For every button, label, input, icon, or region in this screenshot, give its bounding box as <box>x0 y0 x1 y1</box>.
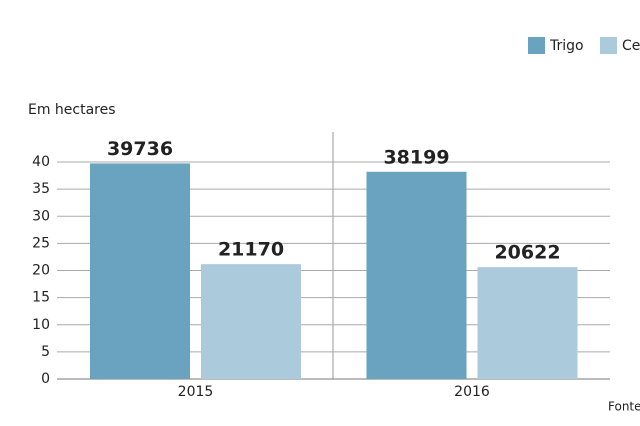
subtitle: Em hectares <box>28 102 116 118</box>
y-tick-label: 30 <box>32 208 50 224</box>
bar <box>366 171 467 379</box>
y-tick-label: 15 <box>32 290 50 306</box>
legend-label: Cev <box>622 38 640 54</box>
legend-label: Trigo <box>549 38 584 54</box>
bar <box>90 163 190 379</box>
y-tick-label: 40 <box>32 154 50 170</box>
legend-swatch <box>600 37 617 54</box>
y-tick-label: 20 <box>32 263 50 279</box>
value-label: 20622 <box>494 242 560 264</box>
value-label: 39736 <box>107 138 173 160</box>
value-label: 38199 <box>383 146 449 168</box>
y-tick-label: 35 <box>32 181 50 197</box>
bar <box>477 267 578 379</box>
x-tick-label: 2016 <box>454 384 490 400</box>
x-tick-label: 2015 <box>178 384 214 400</box>
y-tick-label: 5 <box>41 344 50 360</box>
y-tick-label: 10 <box>32 317 50 333</box>
y-tick-label: 25 <box>32 235 50 251</box>
bar <box>201 264 301 379</box>
source: Fonte <box>608 400 640 414</box>
y-tick-label: 0 <box>41 371 50 387</box>
value-label: 21170 <box>218 239 284 261</box>
legend-swatch <box>528 37 545 54</box>
